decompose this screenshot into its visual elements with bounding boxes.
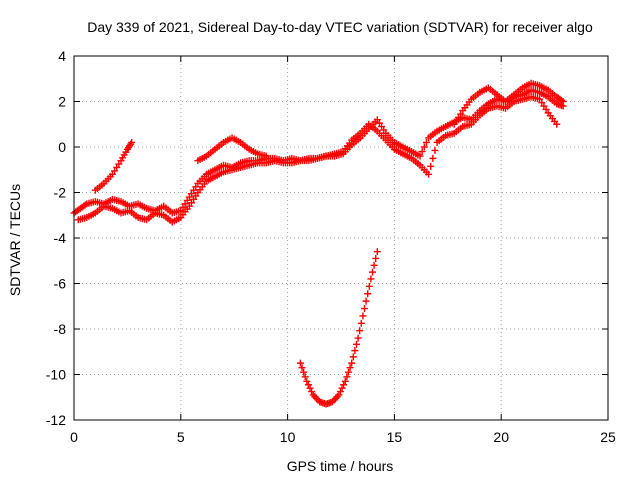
data-point [425,170,433,178]
y-tick-label: -6 [54,276,67,292]
series-deep-dip-arc [296,248,381,408]
y-tick-label: -10 [46,367,66,383]
data-point [351,347,359,355]
y-tick-label: -4 [54,230,67,246]
grid [74,56,608,420]
data-point [298,364,306,372]
data-point [431,146,439,154]
data-point [343,373,351,381]
data-point [352,340,360,348]
data-point [301,373,309,381]
data-point [338,384,346,392]
data-point [354,334,362,342]
series-lower-left-excursion [91,138,136,194]
data-point [559,98,567,105]
data-point [262,152,270,160]
x-tick-label: 20 [493,429,509,445]
data-point [349,353,357,361]
data-point [367,275,375,283]
data-point [344,368,352,376]
data-point [359,312,367,320]
x-tick-label: 0 [70,429,78,445]
data-point [341,377,349,385]
data-point [304,381,312,389]
chart-title: Day 339 of 2021, Sidereal Day-to-day VTE… [87,19,593,35]
data-point [300,368,308,376]
x-tick-label: 15 [387,429,403,445]
data-point [369,268,377,276]
y-tick-label: -2 [54,185,67,201]
data-point [422,138,430,146]
x-axis-label: GPS time / hours [287,458,394,474]
data-point [373,248,381,256]
data-point [372,254,380,262]
series-upper-offshoot [194,134,270,165]
y-tick-label: -12 [46,412,66,428]
series-right-upper-track [450,79,567,128]
data-point [306,384,314,392]
data-point [360,305,368,313]
x-tick-label: 5 [177,429,185,445]
y-tick-label: -8 [54,321,67,337]
data-point [420,143,428,151]
data-point [81,201,89,209]
data-point [296,359,304,367]
data-point [128,138,136,146]
data-point [303,377,311,385]
plot-data [70,79,567,408]
y-tick-label: 2 [58,94,66,110]
data-point [348,359,356,367]
data-point [336,388,344,396]
y-axis-label: SDTVAR / TECUs [7,184,23,296]
y-tick-label: 0 [58,139,66,155]
plot-frame [73,55,609,421]
data-point [418,148,426,156]
data-point [364,290,372,298]
data-point [553,120,561,128]
series-main-track-b [74,93,561,226]
data-point [558,96,566,104]
y-tick-label: 4 [58,48,66,64]
data-point [429,154,437,162]
data-point [357,319,365,327]
x-tick-label: 25 [600,429,616,445]
data-point [340,381,348,389]
data-point [370,261,378,269]
data-point [308,388,316,396]
data-point [356,327,364,335]
data-point [427,162,435,170]
data-point [416,152,424,160]
data-point [365,282,373,290]
data-point [362,297,370,305]
data-point [335,391,343,399]
x-tick-label: 10 [280,429,296,445]
data-point [346,364,354,372]
